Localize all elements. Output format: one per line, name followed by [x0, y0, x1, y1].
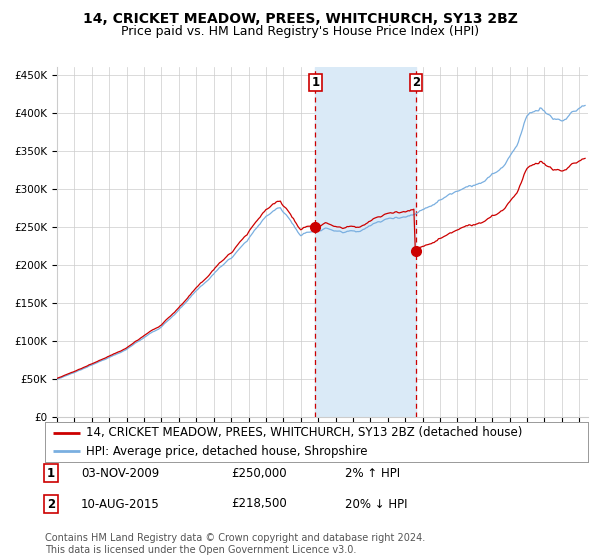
Text: 10-AUG-2015: 10-AUG-2015 [81, 497, 160, 511]
Text: 2: 2 [412, 76, 420, 89]
Text: Contains HM Land Registry data © Crown copyright and database right 2024.
This d: Contains HM Land Registry data © Crown c… [45, 533, 425, 555]
Text: 2% ↑ HPI: 2% ↑ HPI [345, 466, 400, 480]
Text: 1: 1 [47, 466, 55, 480]
Bar [316, 67, 416, 417]
Text: £218,500: £218,500 [231, 497, 287, 511]
Text: Price paid vs. HM Land Registry's House Price Index (HPI): Price paid vs. HM Land Registry's House … [121, 25, 479, 38]
Text: £250,000: £250,000 [231, 466, 287, 480]
Text: 20% ↓ HPI: 20% ↓ HPI [345, 497, 407, 511]
Text: 2: 2 [47, 497, 55, 511]
Text: 1: 1 [311, 76, 319, 89]
Text: 14, CRICKET MEADOW, PREES, WHITCHURCH, SY13 2BZ: 14, CRICKET MEADOW, PREES, WHITCHURCH, S… [83, 12, 517, 26]
Text: 14, CRICKET MEADOW, PREES, WHITCHURCH, SY13 2BZ (detached house): 14, CRICKET MEADOW, PREES, WHITCHURCH, S… [86, 426, 522, 439]
Text: 03-NOV-2009: 03-NOV-2009 [81, 466, 159, 480]
Text: HPI: Average price, detached house, Shropshire: HPI: Average price, detached house, Shro… [86, 445, 367, 458]
